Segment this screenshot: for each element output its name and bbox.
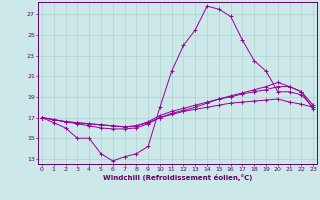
X-axis label: Windchill (Refroidissement éolien,°C): Windchill (Refroidissement éolien,°C) <box>103 174 252 181</box>
